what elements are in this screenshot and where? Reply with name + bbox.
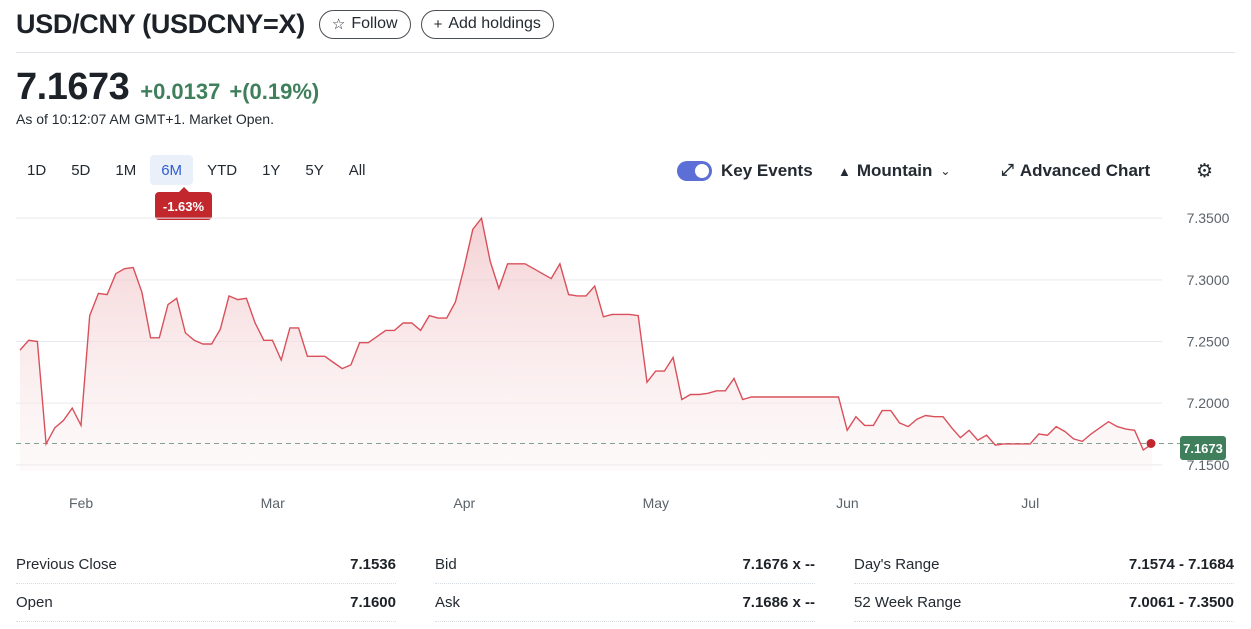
stat-value: 7.0061 - 7.3500 <box>1128 593 1234 611</box>
last-price-marker: 7.1673 <box>1180 436 1226 460</box>
price-change: +0.0137 <box>140 79 221 104</box>
stat-52-week-range: 52 Week Range 7.0061 - 7.3500 <box>854 583 1234 622</box>
y-tick-label: 7.1500 <box>1187 457 1230 473</box>
follow-label: Follow <box>351 15 398 32</box>
key-events-label[interactable]: Key Events <box>721 161 813 180</box>
range-tab-ytd[interactable]: YTD <box>207 161 238 179</box>
follow-button[interactable]: ☆ Follow <box>318 9 411 39</box>
gear-icon[interactable]: ⚙ <box>1196 161 1214 182</box>
stat-label: 52 Week Range <box>854 593 962 611</box>
stat-value: 7.1536 <box>350 555 396 573</box>
range-tab-5d[interactable]: 5D <box>71 161 91 179</box>
chart-type-label: Mountain <box>856 161 933 180</box>
x-tick-label: Jul <box>1021 495 1039 511</box>
stat-label: Day's Range <box>854 555 940 573</box>
range-tab-1m[interactable]: 1M <box>115 161 137 179</box>
toggle-knob <box>695 164 709 178</box>
key-events-toggle[interactable] <box>677 161 712 181</box>
advanced-chart-label: Advanced Chart <box>1019 161 1151 180</box>
range-tab-1y[interactable]: 1Y <box>262 161 281 179</box>
y-tick-label: 7.3000 <box>1187 272 1230 288</box>
stat-label: Open <box>16 593 53 611</box>
stat-bid: Bid 7.1676 x -- <box>435 545 815 584</box>
stat-value: 7.1574 - 7.1684 <box>1128 555 1234 573</box>
stat-label: Ask <box>435 593 461 611</box>
x-tick-label: Mar <box>261 495 285 511</box>
range-selector: 1D 5D 1M 6M YTD 1Y 5Y All <box>16 155 379 185</box>
stat-open: Open 7.1600 <box>16 583 396 622</box>
price-change-percent: +(0.19%) <box>229 79 320 104</box>
stat-label: Previous Close <box>16 555 117 573</box>
chevron-down-icon: ⌄ <box>940 164 951 178</box>
price-area-fill <box>20 218 1152 471</box>
y-tick-label: 7.2000 <box>1187 395 1230 411</box>
star-outline-icon: ☆ <box>331 16 346 33</box>
stat-ask: Ask 7.1686 x -- <box>435 583 815 622</box>
y-tick-label: 7.2500 <box>1187 334 1230 350</box>
stat-value: 7.1600 <box>350 593 396 611</box>
stat-previous-close: Previous Close 7.1536 <box>16 545 396 584</box>
y-axis: 7.3500 7.3000 7.2500 7.2000 7.1500 <box>1187 210 1230 473</box>
add-holdings-label: Add holdings <box>448 15 541 32</box>
price-line <box>19 216 1153 452</box>
quote-price-row: 7.1673 +0.0137 +(0.19%) <box>16 66 319 109</box>
price-chart[interactable]: 7.3500 7.3000 7.2500 7.2000 7.1500 Feb Mar Apr… <box>0 200 1251 530</box>
quote-stats: Previous Close 7.1536 Open 7.1600 Bid 7.… <box>16 545 1235 625</box>
range-tab-all[interactable]: All <box>348 161 366 179</box>
y-tick-label: 7.3500 <box>1187 210 1230 226</box>
stat-days-range: Day's Range 7.1574 - 7.1684 <box>854 545 1234 584</box>
plus-icon: + <box>433 15 443 33</box>
current-price: 7.1673 <box>16 66 130 108</box>
range-tab-6m[interactable]: 6M <box>150 155 194 185</box>
quote-timestamp: As of 10:12:07 AM GMT+1. Market Open. <box>16 111 274 127</box>
range-tab-5y[interactable]: 5Y <box>305 161 324 179</box>
stat-value: 7.1686 x -- <box>742 593 815 611</box>
advanced-chart-button[interactable]: ⤢ Advanced Chart <box>1001 161 1150 181</box>
x-tick-label: Apr <box>453 495 475 511</box>
range-tab-1d[interactable]: 1D <box>27 161 47 179</box>
x-tick-label: May <box>643 495 669 511</box>
last-price-dot[interactable] <box>1146 438 1156 448</box>
x-tick-label: Feb <box>69 495 93 511</box>
x-axis: Feb Mar Apr May Jun Jul <box>69 495 1039 511</box>
x-tick-label: Jun <box>836 495 859 511</box>
expand-arrows-icon: ⤢ <box>1001 162 1014 179</box>
stat-value: 7.1676 x -- <box>742 555 815 573</box>
ticker-title: USD/CNY (USDCNY=X) <box>16 8 305 39</box>
range-performance-badge: -1.63% <box>155 187 212 220</box>
mountain-icon: ▲ <box>838 163 851 179</box>
header-divider <box>16 52 1235 53</box>
chart-type-dropdown[interactable]: ▲ Mountain ⌄ <box>838 161 950 181</box>
last-price-label: 7.1673 <box>1183 441 1223 456</box>
title-row: USD/CNY (USDCNY=X) ☆ Follow + Add holdin… <box>16 6 554 42</box>
stat-label: Bid <box>435 555 457 573</box>
add-holdings-button[interactable]: + Add holdings <box>420 9 554 39</box>
